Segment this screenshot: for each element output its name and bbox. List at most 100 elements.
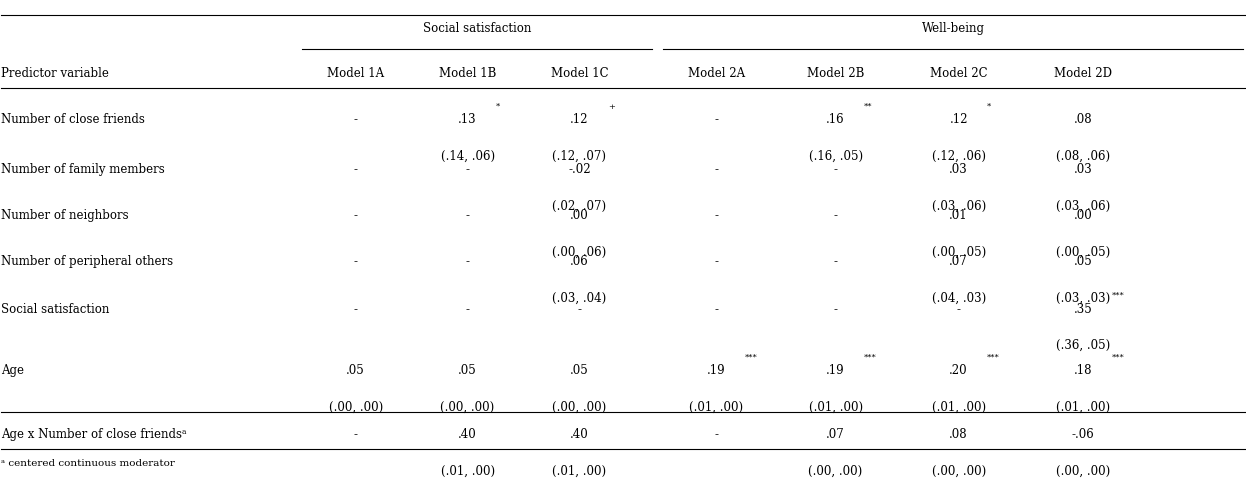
Text: -: -	[714, 163, 718, 176]
Text: ***: ***	[745, 354, 758, 361]
Text: *: *	[987, 103, 992, 110]
Text: -: -	[354, 163, 358, 176]
Text: Number of peripheral others: Number of peripheral others	[1, 255, 173, 268]
Text: ***: ***	[865, 354, 877, 361]
Text: -: -	[834, 255, 837, 268]
Text: .08: .08	[1074, 113, 1093, 126]
Text: -: -	[714, 255, 718, 268]
Text: .18: .18	[1074, 364, 1093, 377]
Text: -: -	[834, 303, 837, 316]
Text: Model 1C: Model 1C	[551, 67, 608, 80]
Text: .03: .03	[949, 163, 968, 176]
Text: -.02: -.02	[568, 163, 591, 176]
Text: Model 1A: Model 1A	[328, 67, 384, 80]
Text: .12: .12	[949, 113, 968, 126]
Text: (.03, .06): (.03, .06)	[932, 200, 986, 213]
Text: -: -	[466, 209, 470, 222]
Text: .13: .13	[459, 113, 477, 126]
Text: ***: ***	[1111, 354, 1124, 361]
Text: .16: .16	[826, 113, 845, 126]
Text: (.00, .00): (.00, .00)	[932, 465, 986, 478]
Text: Model 2D: Model 2D	[1054, 67, 1111, 80]
Text: (.02, .07): (.02, .07)	[552, 200, 607, 213]
Text: -.06: -.06	[1072, 428, 1094, 441]
Text: (.03, .03): (.03, .03)	[1055, 292, 1110, 305]
Text: .08: .08	[949, 428, 968, 441]
Text: .05: .05	[459, 364, 477, 377]
Text: -: -	[714, 303, 718, 316]
Text: (.14, .06): (.14, .06)	[441, 150, 495, 163]
Text: (.00, .00): (.00, .00)	[441, 401, 495, 414]
Text: -: -	[714, 209, 718, 222]
Text: (.01, .00): (.01, .00)	[1055, 401, 1110, 414]
Text: Number of family members: Number of family members	[1, 163, 166, 176]
Text: -: -	[834, 209, 837, 222]
Text: Well-being: Well-being	[922, 22, 984, 35]
Text: -: -	[466, 303, 470, 316]
Text: -: -	[354, 209, 358, 222]
Text: (.00, .00): (.00, .00)	[1055, 465, 1110, 478]
Text: **: **	[865, 103, 872, 110]
Text: ***: ***	[1111, 292, 1124, 300]
Text: .12: .12	[571, 113, 589, 126]
Text: Age: Age	[1, 364, 25, 377]
Text: .40: .40	[459, 428, 477, 441]
Text: (.03, .04): (.03, .04)	[552, 292, 607, 305]
Text: (.12, .07): (.12, .07)	[552, 150, 607, 163]
Text: .19: .19	[706, 364, 725, 377]
Text: (.01, .00): (.01, .00)	[689, 401, 744, 414]
Text: .05: .05	[1074, 255, 1093, 268]
Text: Model 1B: Model 1B	[439, 67, 496, 80]
Text: .20: .20	[949, 364, 968, 377]
Text: -: -	[466, 163, 470, 176]
Text: (.16, .05): (.16, .05)	[809, 150, 862, 163]
Text: -: -	[577, 303, 582, 316]
Text: (.03, .06): (.03, .06)	[1055, 200, 1110, 213]
Text: -: -	[354, 113, 358, 126]
Text: .40: .40	[571, 428, 589, 441]
Text: (.00, .00): (.00, .00)	[552, 401, 607, 414]
Text: Number of close friends: Number of close friends	[1, 113, 146, 126]
Text: (.36, .05): (.36, .05)	[1055, 339, 1110, 352]
Text: -: -	[957, 303, 961, 316]
Text: .00: .00	[571, 209, 589, 222]
Text: Model 2C: Model 2C	[930, 67, 988, 80]
Text: ᵃ centered continuous moderator: ᵃ centered continuous moderator	[1, 459, 176, 468]
Text: (.00, .00): (.00, .00)	[329, 401, 383, 414]
Text: *: *	[496, 103, 501, 110]
Text: (.00, .05): (.00, .05)	[932, 245, 986, 258]
Text: Social satisfaction: Social satisfaction	[1, 303, 110, 316]
Text: ***: ***	[987, 354, 1001, 361]
Text: Number of neighbors: Number of neighbors	[1, 209, 130, 222]
Text: -: -	[834, 163, 837, 176]
Text: Model 2A: Model 2A	[688, 67, 745, 80]
Text: (.00, .00): (.00, .00)	[809, 465, 862, 478]
Text: (.01, .00): (.01, .00)	[932, 401, 986, 414]
Text: Model 2B: Model 2B	[807, 67, 865, 80]
Text: .05: .05	[346, 364, 365, 377]
Text: .01: .01	[949, 209, 968, 222]
Text: .03: .03	[1074, 163, 1093, 176]
Text: (.12, .06): (.12, .06)	[932, 150, 986, 163]
Text: -: -	[354, 255, 358, 268]
Text: Predictor variable: Predictor variable	[1, 67, 110, 80]
Text: .06: .06	[571, 255, 589, 268]
Text: -: -	[714, 113, 718, 126]
Text: (.01, .00): (.01, .00)	[809, 401, 862, 414]
Text: .07: .07	[826, 428, 845, 441]
Text: Social satisfaction: Social satisfaction	[422, 22, 531, 35]
Text: -: -	[714, 428, 718, 441]
Text: (.04, .03): (.04, .03)	[932, 292, 986, 305]
Text: (.01, .00): (.01, .00)	[552, 465, 607, 478]
Text: (.08, .06): (.08, .06)	[1055, 150, 1110, 163]
Text: .07: .07	[949, 255, 968, 268]
Text: .00: .00	[1074, 209, 1093, 222]
Text: (.00, .05): (.00, .05)	[1055, 245, 1110, 258]
Text: (.00, .06): (.00, .06)	[552, 245, 607, 258]
Text: .05: .05	[571, 364, 589, 377]
Text: .19: .19	[826, 364, 845, 377]
Text: -: -	[354, 303, 358, 316]
Text: (.01, .00): (.01, .00)	[441, 465, 495, 478]
Text: Age x Number of close friendsᵃ: Age x Number of close friendsᵃ	[1, 428, 187, 441]
Text: -: -	[354, 428, 358, 441]
